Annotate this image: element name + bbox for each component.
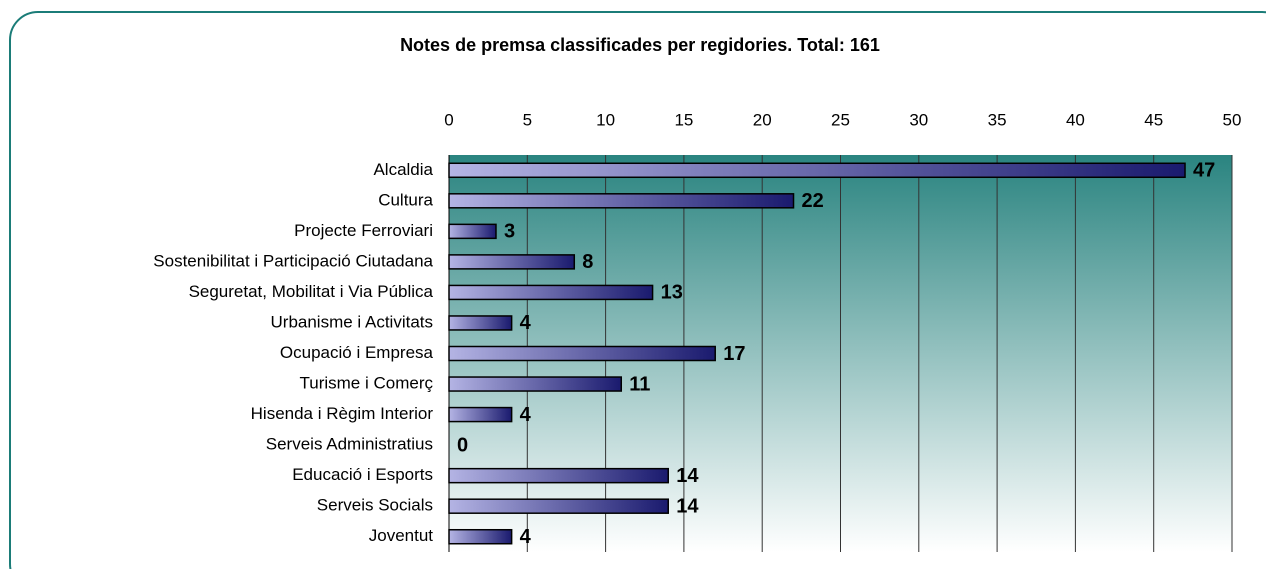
value-label: 47 (1193, 160, 1215, 182)
x-tick-label: 40 (1066, 110, 1085, 129)
bar (448, 315, 513, 331)
x-tick-label: 25 (831, 110, 850, 129)
value-label: 17 (723, 343, 745, 365)
x-tick-label: 0 (444, 110, 453, 129)
value-label: 13 (661, 282, 683, 304)
y-tick-label: Serveis Administratius (266, 435, 433, 454)
x-tick-label: 30 (909, 110, 928, 129)
bar (448, 193, 795, 209)
y-tick-label: Cultura (378, 190, 433, 209)
value-label: 14 (676, 465, 699, 487)
bar (448, 223, 497, 240)
y-tick-label: Alcaldia (373, 160, 433, 179)
value-label: 3 (504, 221, 515, 243)
y-tick-label: Seguretat, Mobilitat i Via Pública (189, 282, 434, 301)
x-tick-label: 5 (523, 110, 532, 129)
y-tick-label: Sostenibilitat i Participació Ciutadana (153, 251, 433, 270)
bar (448, 467, 669, 484)
y-tick-label: Joventut (369, 526, 434, 545)
x-tick-label: 50 (1223, 110, 1242, 129)
y-tick-label: Serveis Socials (317, 496, 433, 515)
x-tick-label: 45 (1144, 110, 1163, 129)
bar (448, 406, 513, 423)
value-label: 11 (629, 373, 650, 395)
value-label: 4 (520, 312, 532, 334)
x-tick-label: 15 (674, 110, 693, 129)
y-tick-label: Ocupació i Empresa (280, 343, 434, 362)
y-tick-label: Urbanisme i Activitats (271, 312, 434, 331)
bar (448, 254, 576, 270)
y-tick-label: Projecte Ferroviari (294, 221, 433, 240)
bar (448, 284, 654, 301)
x-tick-label: 10 (596, 110, 615, 129)
y-tick-label: Turisme i Comerç (300, 374, 434, 393)
x-tick-label: 20 (753, 110, 772, 129)
value-label: 14 (676, 495, 699, 517)
y-tick-label: Educació i Esports (292, 465, 433, 484)
bar (448, 498, 669, 514)
bar (448, 376, 623, 392)
bar (448, 528, 513, 545)
value-label: 8 (582, 251, 593, 273)
value-label: 22 (802, 190, 824, 212)
value-label: 4 (520, 404, 532, 426)
value-label: 0 (457, 434, 468, 456)
chart-title: Notes de premsa classificades per regido… (400, 35, 880, 55)
x-tick-label: 35 (988, 110, 1007, 129)
bar (448, 162, 1186, 179)
y-tick-label: Hisenda i Règim Interior (251, 404, 434, 423)
bar (448, 345, 716, 362)
value-label: 4 (520, 526, 532, 548)
